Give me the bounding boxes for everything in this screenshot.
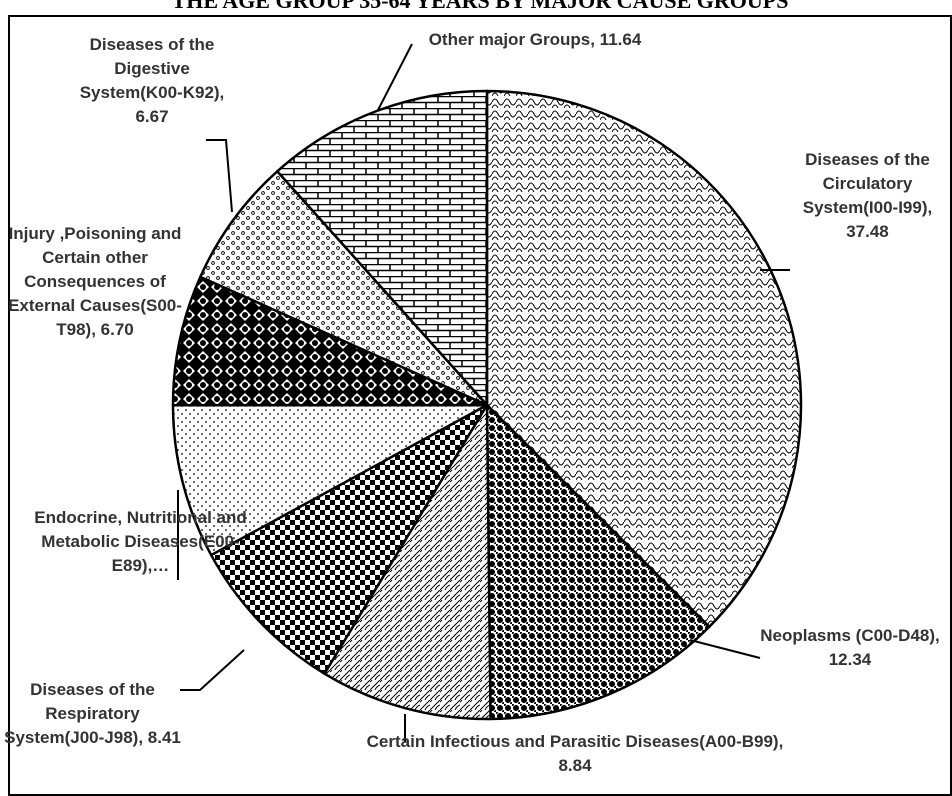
leader-line <box>206 139 233 213</box>
pie <box>171 89 803 721</box>
data-label: Diseases of the Circulatory System(I00-I… <box>802 150 933 241</box>
pie-slice <box>485 89 803 629</box>
data-label-box: Other major Groups, 11.64 <box>428 30 642 49</box>
data-label: Neoplasms (C00-D48), 12.34 <box>760 626 940 669</box>
data-label: Other major Groups, 11.64 <box>428 30 642 49</box>
data-label-box: Endocrine, Nutritional and Metabolic Dis… <box>34 508 247 575</box>
pie-slice <box>199 170 489 407</box>
data-label: Endocrine, Nutritional and Metabolic Dis… <box>34 508 247 575</box>
data-label-box: Neoplasms (C00-D48), 12.34 <box>760 626 940 669</box>
data-label-box: Certain Infectious and Parasitic Disease… <box>366 732 784 775</box>
data-label: Diseases of the Respiratory System(J00-J… <box>4 680 181 747</box>
pie-slice <box>171 275 489 407</box>
data-label: Diseases of the Digestive System(K00-K92… <box>79 35 225 126</box>
data-label-box: Diseases of the Digestive System(K00-K92… <box>79 35 225 126</box>
pie-slice <box>171 403 489 557</box>
data-label: Certain Infectious and Parasitic Disease… <box>366 732 784 775</box>
data-labels: Diseases of the Circulatory System(I00-I… <box>4 30 940 775</box>
data-label-box: Diseases of the Circulatory System(I00-I… <box>802 150 933 241</box>
leader-line <box>180 649 245 691</box>
leader-lines <box>177 43 790 742</box>
data-label-box: Diseases of the Respiratory System(J00-J… <box>4 680 181 747</box>
pie-slice <box>323 403 492 721</box>
pie-slice <box>276 89 489 407</box>
data-label: Injury ,Poisoning and Certain other Cons… <box>8 224 182 339</box>
chart-title: THE AGE GROUP 35-64 YEARS BY MAJOR CAUSE… <box>172 0 789 13</box>
data-label-box: Injury ,Poisoning and Certain other Cons… <box>8 224 182 339</box>
pie-slice <box>209 403 489 675</box>
leader-line <box>689 639 761 659</box>
leader-line <box>377 43 413 111</box>
